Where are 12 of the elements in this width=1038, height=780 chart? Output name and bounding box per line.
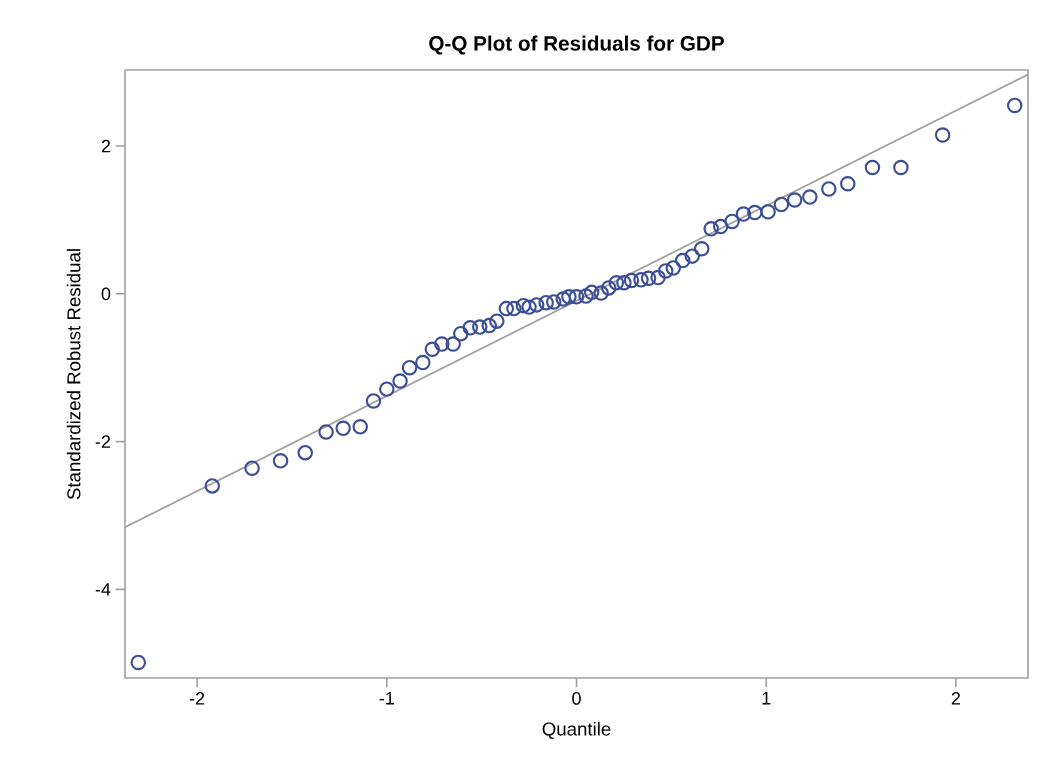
x-tick-label: 1 (762, 692, 771, 705)
x-tick-label: 0 (572, 692, 581, 705)
y-tick-label: 0 (101, 287, 111, 301)
x-tick-label: -1 (379, 692, 394, 705)
y-tick-label: -2 (95, 435, 111, 448)
y-tick-label: -4 (95, 583, 111, 596)
x-axis-title: Quantile (542, 721, 611, 739)
y-axis-title: Standardized Robust Residual (66, 249, 81, 500)
x-tick-label: -2 (189, 692, 205, 705)
chart-title: Q-Q Plot of Residuals for GDP (429, 35, 724, 55)
x-tick-label: 2 (951, 692, 961, 705)
y-tick-label: 2 (101, 139, 111, 153)
